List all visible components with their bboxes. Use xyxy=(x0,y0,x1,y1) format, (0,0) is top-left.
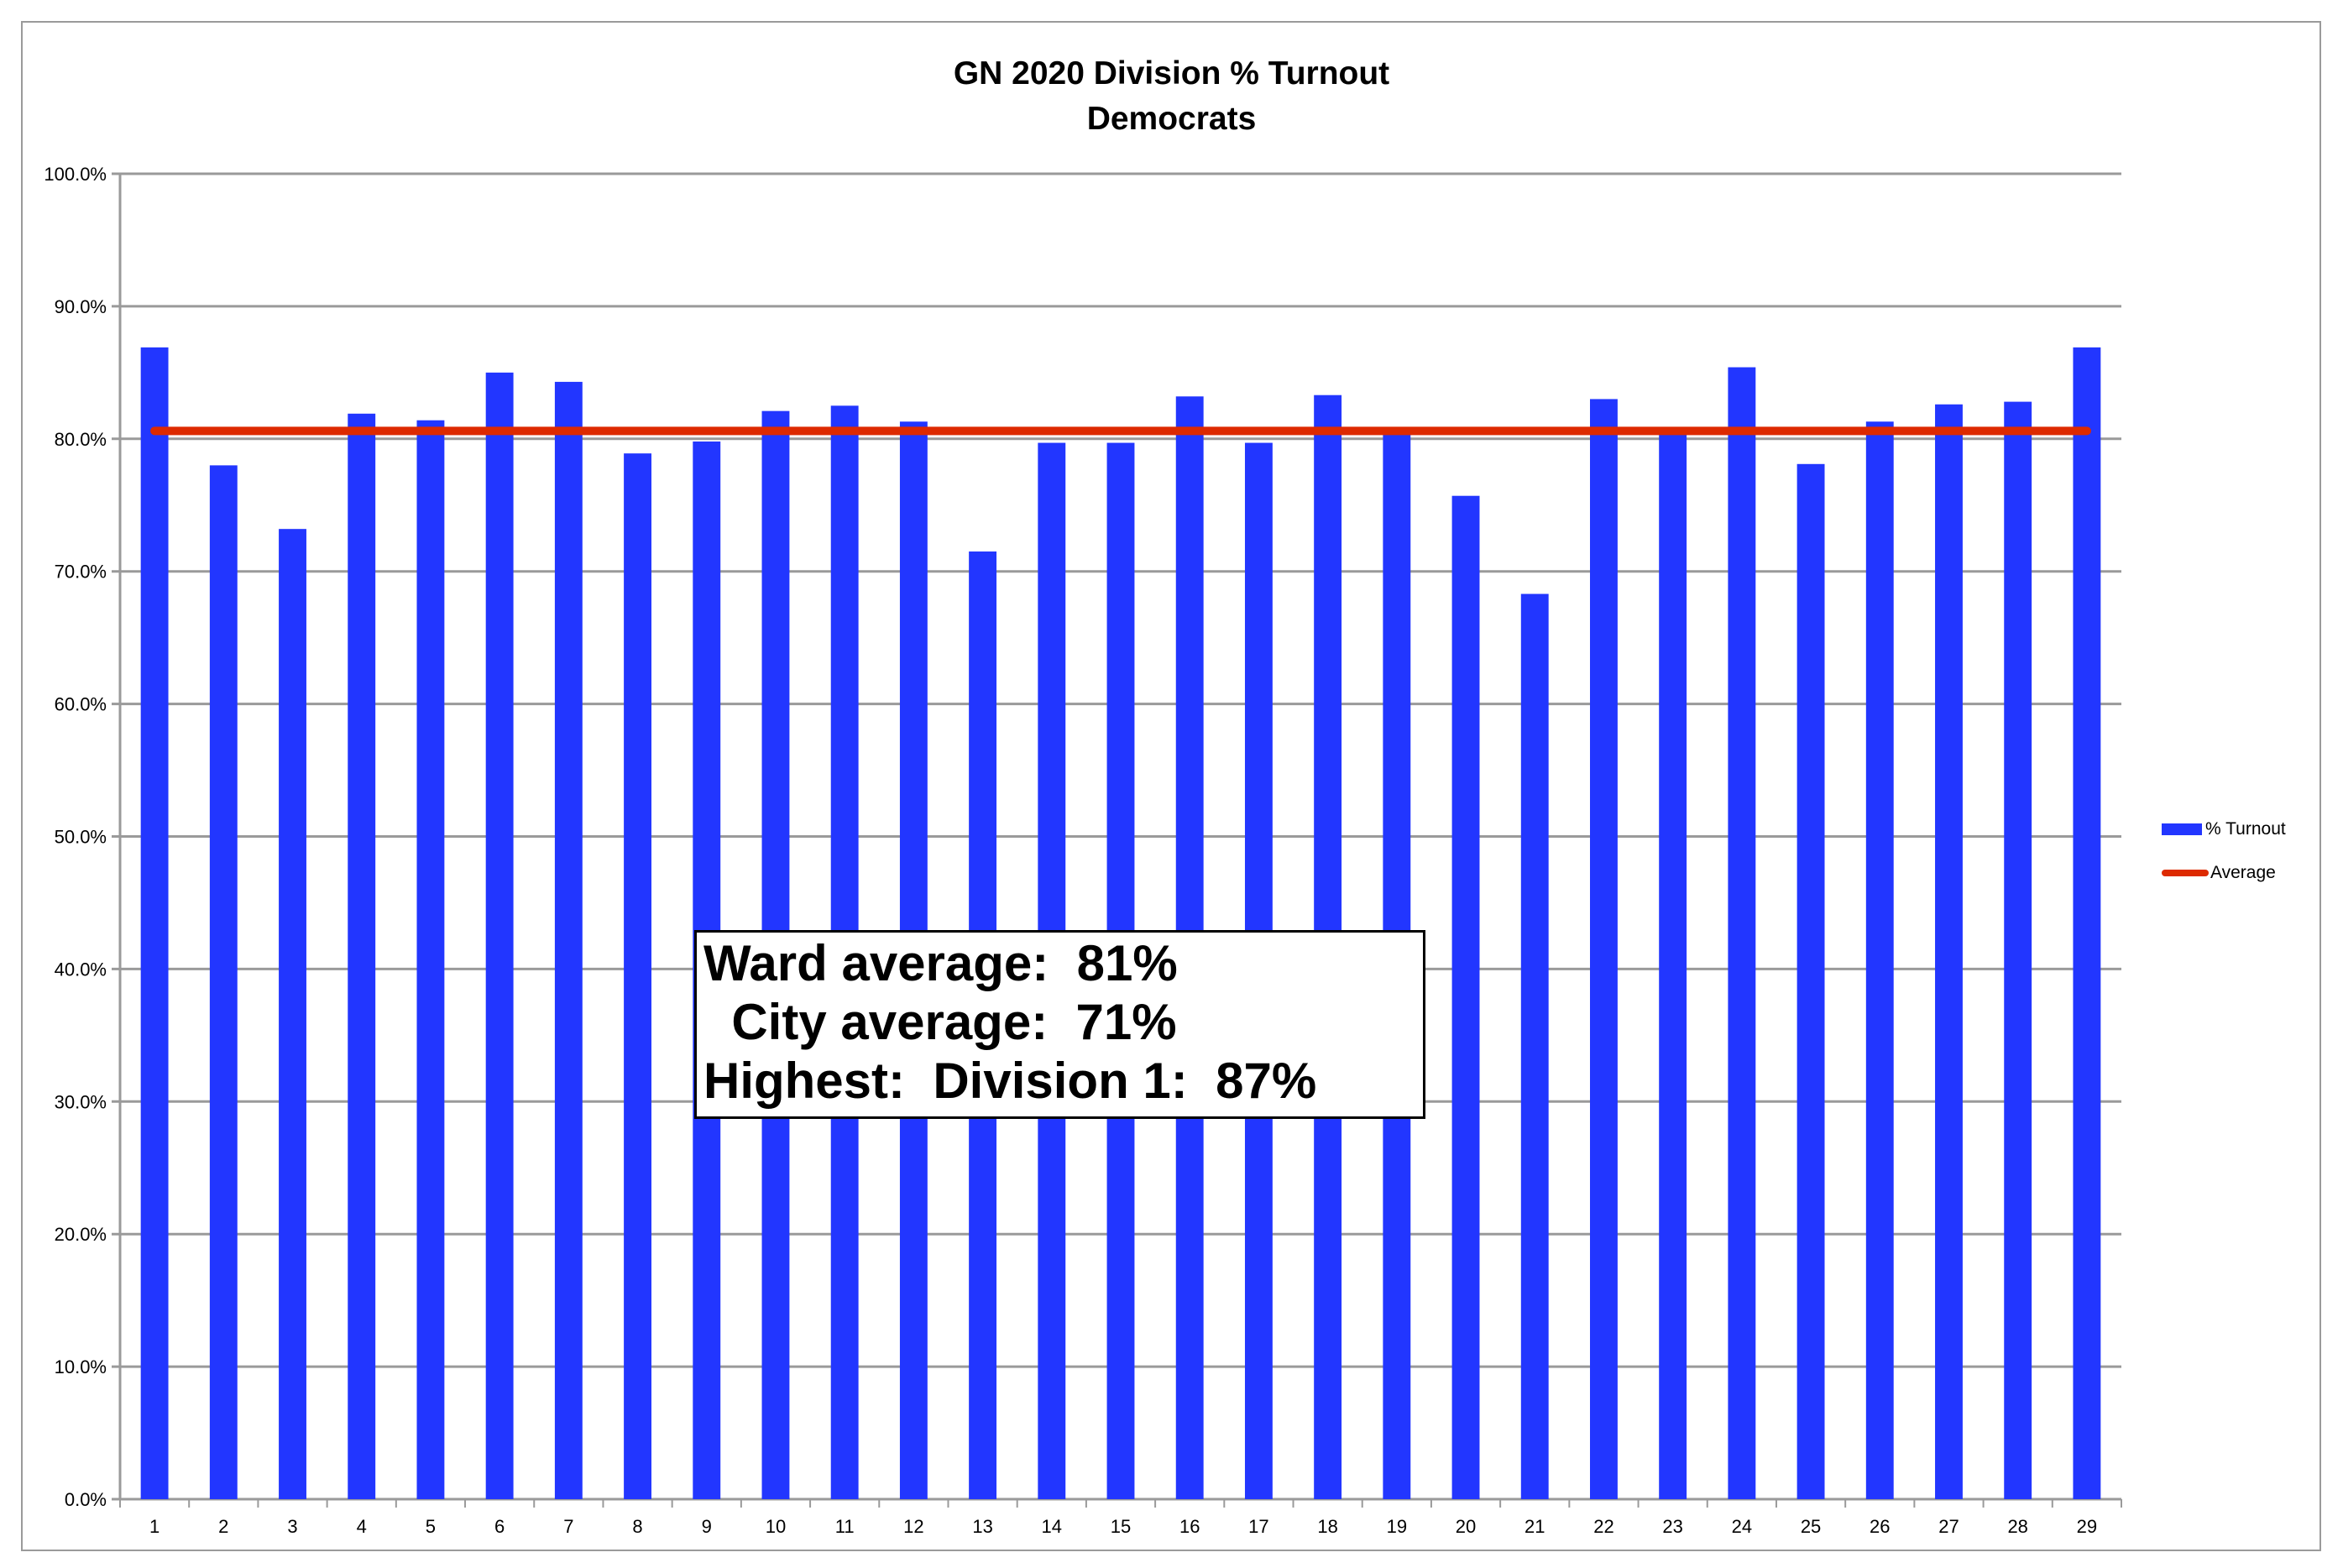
x-tick-label: 16 xyxy=(1179,1516,1200,1537)
bar xyxy=(1865,421,1894,1500)
x-tick-label: 19 xyxy=(1387,1516,1407,1537)
bar xyxy=(416,420,445,1500)
y-tick-label: 80.0% xyxy=(55,429,107,450)
bar xyxy=(1728,367,1756,1500)
annotation-box: Ward average: 81% City average: 71% Highe… xyxy=(694,930,1425,1119)
chart-frame xyxy=(21,21,2321,1551)
bar xyxy=(279,529,306,1499)
x-tick-label: 14 xyxy=(1042,1516,1062,1537)
x-tick-label: 18 xyxy=(1317,1516,1337,1537)
annotation-line: Highest: Division 1: 87% xyxy=(703,1053,1317,1109)
bar xyxy=(348,413,376,1499)
legend-label: Average xyxy=(2210,863,2276,882)
x-tick-label: 13 xyxy=(972,1516,992,1537)
x-tick-label: 26 xyxy=(1870,1516,1890,1537)
x-tick-label: 8 xyxy=(632,1516,642,1537)
legend-swatch-bar xyxy=(2162,823,2202,835)
bar xyxy=(1590,399,1618,1500)
y-tick-label: 0.0% xyxy=(65,1489,107,1510)
y-tick-label: 10.0% xyxy=(55,1356,107,1377)
chart-subtitle: Democrats xyxy=(1086,101,1257,137)
x-tick-label: 28 xyxy=(2007,1516,2027,1537)
x-tick-label: 1 xyxy=(149,1516,160,1537)
y-tick-label: 50.0% xyxy=(55,827,107,848)
x-tick-label: 23 xyxy=(1662,1516,1682,1537)
x-tick-label: 10 xyxy=(766,1516,786,1537)
bar xyxy=(1796,463,1825,1499)
x-tick-label: 27 xyxy=(1938,1516,1959,1537)
x-tick-label: 3 xyxy=(287,1516,297,1537)
y-tick-label: 20.0% xyxy=(55,1224,107,1245)
y-tick-label: 40.0% xyxy=(55,959,107,980)
bar xyxy=(1659,431,1687,1499)
annotation-line: Ward average: 81% xyxy=(703,935,1178,991)
y-tick-label: 70.0% xyxy=(55,562,107,583)
y-tick-label: 90.0% xyxy=(55,296,107,317)
y-tick-label: 30.0% xyxy=(55,1091,107,1112)
x-tick-label: 25 xyxy=(1801,1516,1821,1537)
legend-swatch-line xyxy=(2162,870,2209,876)
x-tick-label: 20 xyxy=(1456,1516,1476,1537)
bar xyxy=(209,465,238,1499)
bar xyxy=(1520,593,1549,1500)
y-tick-label: 100.0% xyxy=(44,164,107,185)
x-tick-label: 9 xyxy=(702,1516,712,1537)
x-tick-label: 12 xyxy=(903,1516,923,1537)
x-tick-label: 24 xyxy=(1732,1516,1752,1537)
bar xyxy=(1451,495,1480,1499)
x-tick-label: 4 xyxy=(357,1516,367,1537)
x-tick-label: 17 xyxy=(1248,1516,1268,1537)
x-tick-label: 2 xyxy=(218,1516,228,1537)
bar xyxy=(554,381,583,1499)
x-tick-label: 15 xyxy=(1111,1516,1131,1537)
legend-item-average: Average xyxy=(2162,863,2276,883)
bar xyxy=(2073,347,2101,1499)
y-tick-label: 60.0% xyxy=(55,694,107,715)
bar xyxy=(624,453,651,1500)
bar xyxy=(485,372,514,1500)
x-tick-label: 29 xyxy=(2077,1516,2097,1537)
chart-title: GN 2020 Division % Turnout xyxy=(953,55,1390,91)
legend-item-turnout: % Turnout xyxy=(2162,819,2286,839)
annotation-line: City average: 71% xyxy=(703,994,1177,1050)
x-tick-label: 6 xyxy=(494,1516,505,1537)
x-tick-label: 21 xyxy=(1525,1516,1545,1537)
legend-label: % Turnout xyxy=(2205,819,2286,839)
x-tick-label: 5 xyxy=(426,1516,436,1537)
bar xyxy=(1935,404,1963,1500)
bar xyxy=(2004,401,2032,1499)
x-tick-label: 22 xyxy=(1593,1516,1613,1537)
bar xyxy=(140,347,169,1499)
x-tick-label: 7 xyxy=(563,1516,573,1537)
x-tick-label: 11 xyxy=(835,1516,855,1537)
